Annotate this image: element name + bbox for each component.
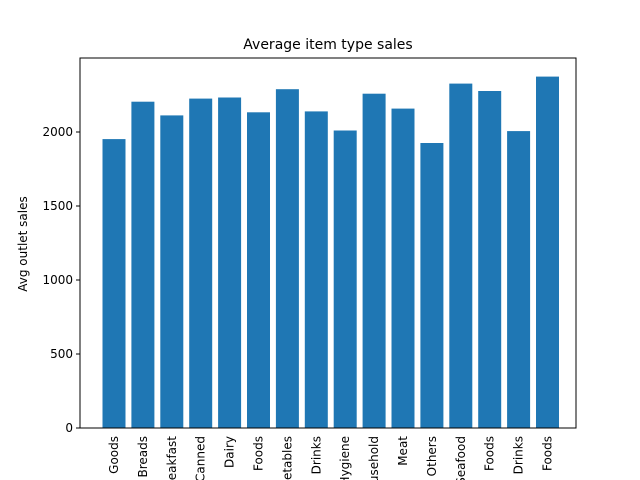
x-tick-label: Foods [252, 436, 266, 471]
y-axis-label: Avg outlet sales [16, 196, 30, 292]
y-tick-label: 0 [65, 421, 73, 435]
y-tick-label: 1000 [42, 273, 73, 287]
bar [391, 108, 415, 428]
y-axis-ticks: 0 500 1000 1500 2000 [42, 125, 80, 435]
bar [131, 101, 155, 428]
bar [160, 115, 184, 429]
x-tick-label: Vegetables [280, 436, 294, 480]
x-tick-label: Dairy [223, 436, 237, 468]
x-tick-label: Seafood [454, 436, 468, 480]
y-tick-label: 1500 [42, 199, 73, 213]
bar [507, 131, 531, 428]
bar [420, 143, 444, 428]
bar [478, 91, 502, 428]
bar [333, 130, 357, 428]
x-axis-ticks: Goods Breads Breakfast Canned Dairy Foods Vege… [107, 436, 555, 480]
x-tick-label: Drinks [309, 436, 323, 474]
x-tick-label: Others [425, 436, 439, 476]
bar [275, 89, 299, 428]
y-tick-label: 500 [50, 347, 73, 361]
bar [449, 83, 473, 428]
chart-title: Average item type sales [243, 37, 412, 53]
bar [247, 112, 270, 429]
y-tick-label: 2000 [42, 125, 73, 139]
x-tick-label: Drinks [512, 436, 526, 474]
bar [304, 111, 328, 429]
bars-group [102, 76, 559, 429]
bar [102, 139, 126, 428]
bar [536, 76, 559, 428]
x-tick-label: Meat [396, 436, 410, 466]
x-tick-label: Foods [483, 436, 497, 471]
x-tick-label: Household [367, 436, 381, 480]
bar [218, 97, 242, 428]
bar [189, 98, 213, 428]
x-tick-label: Hygiene [338, 436, 352, 480]
plot-frame [79, 57, 577, 429]
x-tick-label: Goods [107, 436, 121, 474]
bar [362, 93, 386, 428]
x-tick-label: Foods [541, 436, 555, 471]
x-tick-label: Breakfast [165, 436, 179, 480]
x-tick-label: Canned [194, 436, 208, 480]
x-tick-label: Breads [136, 436, 150, 478]
